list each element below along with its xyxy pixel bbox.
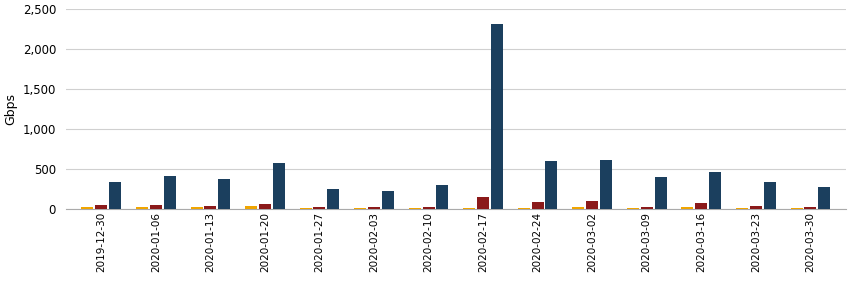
Bar — [259, 204, 271, 209]
Bar — [641, 207, 653, 209]
Bar — [204, 206, 217, 209]
Bar — [627, 208, 639, 209]
Bar — [819, 187, 830, 209]
Bar — [682, 207, 694, 209]
Bar — [695, 203, 707, 209]
Bar — [354, 208, 366, 209]
Bar — [382, 191, 394, 209]
Bar — [546, 161, 558, 209]
Bar — [163, 176, 176, 209]
Bar — [245, 206, 257, 209]
Bar — [150, 205, 162, 209]
Bar — [736, 208, 748, 209]
Bar — [314, 207, 326, 209]
Bar — [190, 207, 202, 209]
Bar — [750, 206, 762, 209]
Bar — [654, 177, 666, 209]
Bar — [136, 207, 148, 209]
Bar — [572, 207, 585, 209]
Bar — [368, 207, 380, 209]
Bar — [300, 208, 312, 209]
Bar — [218, 179, 230, 209]
Bar — [763, 182, 776, 209]
Bar — [327, 189, 339, 209]
Bar — [95, 205, 107, 209]
Bar — [531, 202, 544, 209]
Bar — [82, 207, 94, 209]
Bar — [600, 160, 612, 209]
Bar — [109, 182, 121, 209]
Bar — [790, 208, 802, 209]
Y-axis label: Gbps: Gbps — [4, 93, 17, 125]
Bar — [477, 197, 489, 209]
Bar — [273, 163, 285, 209]
Bar — [586, 201, 598, 209]
Bar — [804, 207, 816, 209]
Bar — [518, 208, 530, 209]
Bar — [709, 173, 721, 209]
Bar — [422, 207, 434, 209]
Bar — [491, 24, 503, 209]
Bar — [409, 208, 421, 209]
Bar — [463, 208, 475, 209]
Bar — [436, 185, 448, 209]
